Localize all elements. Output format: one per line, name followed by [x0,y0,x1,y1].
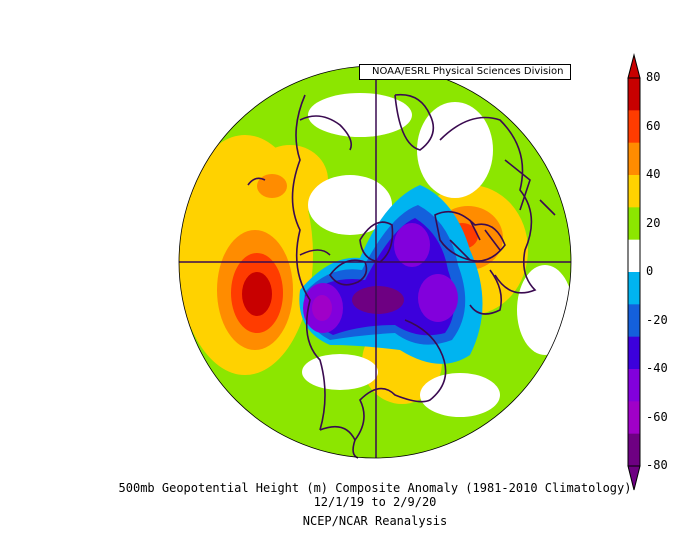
neutral-zone-north [308,93,412,137]
colorbar-segment [628,304,640,338]
siberia-coast [394,93,435,151]
colorbar-tick-label: -60 [646,409,668,424]
map-title: 500mb Geopotential Height (m) Composite … [118,481,632,495]
color-scale-bar [627,53,641,491]
colorbar-tick-label: -80 [646,458,668,472]
europe-coast [434,210,506,262]
neutral-zone-pole [308,175,392,235]
alaska-coast [299,115,353,151]
data-source: NCEP/NCAR Reanalysis [302,514,448,528]
neutral-zone-asia [417,102,493,198]
colorbar-segment [628,272,640,305]
atlantic-low-core [394,223,430,267]
coastlines [247,93,556,459]
colorbar-segment [628,110,640,144]
neutral-zone-east [517,265,571,355]
colorbar-segment [628,239,640,273]
colorbar-tick-label: 40 [646,167,661,181]
north-america-east-coast [354,319,447,441]
colorbar-segment [628,369,640,402]
iceland-low-core [418,274,458,322]
colorbar-tick-label: 60 [646,118,661,133]
colorbar-segment [628,433,640,467]
bering-high-core [257,174,287,198]
canadian-archipelago [299,249,331,256]
asia-borders [504,159,556,216]
colorbar-tick-label: 0 [646,264,654,278]
neutral-zone-pacific [302,354,378,390]
mediterranean-coast [469,269,503,315]
colorbar-segment [628,336,640,370]
greenland-low-core [352,286,404,314]
date-range: 12/1/19 to 2/9/20 [313,495,437,509]
pacific-high-core [242,272,272,316]
colorbar-tick-label: -20 [646,312,668,327]
colorbar-segment [628,207,640,241]
colorbar-tick-label: 80 [646,70,661,84]
colorbar-segment [628,78,640,111]
colorbar-segment [628,401,640,435]
canada-low-center [312,295,332,321]
anomaly-field [179,66,571,458]
colorbar-tick-label: -40 [646,361,668,375]
colorbar-top-arrow [627,53,641,79]
colorbar-frame [627,77,641,467]
agency-label: NOAA/ESRL Physical Sciences Division [359,64,571,80]
colorbar-tick-label: 20 [646,215,661,230]
colorbar-segment [628,142,640,176]
eurasia-east-coast [439,116,537,294]
colorbar-segment [628,175,640,208]
neutral-zone-atlantic [420,373,500,417]
north-america-west-coast [291,94,326,431]
europe-borders [449,219,501,261]
aleutian-islands [247,177,266,186]
